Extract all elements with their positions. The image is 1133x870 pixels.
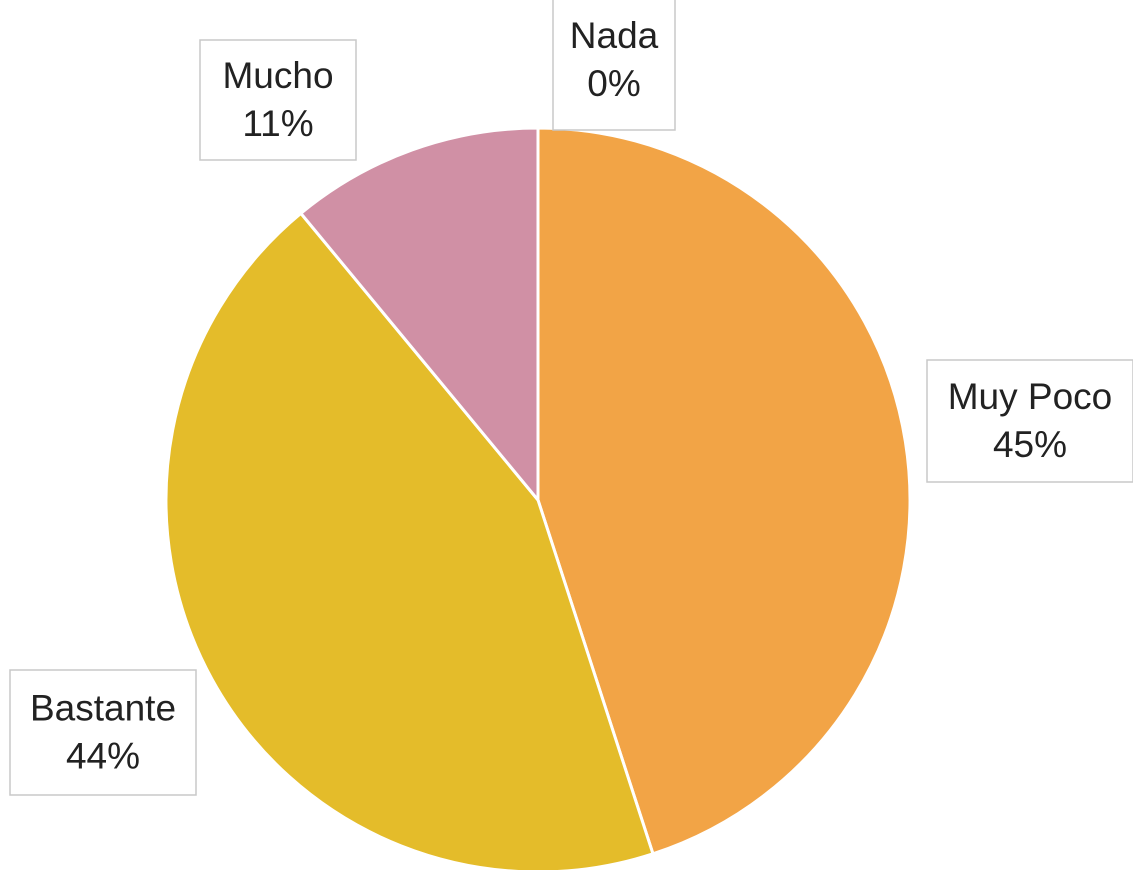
value-label: 11% <box>242 103 313 144</box>
data-label-box <box>926 359 1133 483</box>
value-label: 45% <box>993 424 1067 465</box>
category-label: Muy Poco <box>948 376 1113 417</box>
value-label: 44% <box>66 735 140 776</box>
pie-slice <box>536 126 912 856</box>
category-label: Nada <box>570 15 659 56</box>
data-label-box <box>199 39 357 161</box>
data-label-box <box>552 0 676 131</box>
category-label: Bastante <box>30 687 176 728</box>
data-label-box <box>9 669 197 796</box>
value-label: 0% <box>587 63 640 104</box>
category-label: Mucho <box>222 55 333 96</box>
pie-slice <box>298 126 540 505</box>
pie-slice <box>164 211 655 870</box>
